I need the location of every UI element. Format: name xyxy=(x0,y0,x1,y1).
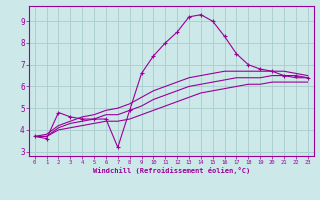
X-axis label: Windchill (Refroidissement éolien,°C): Windchill (Refroidissement éolien,°C) xyxy=(92,167,250,174)
